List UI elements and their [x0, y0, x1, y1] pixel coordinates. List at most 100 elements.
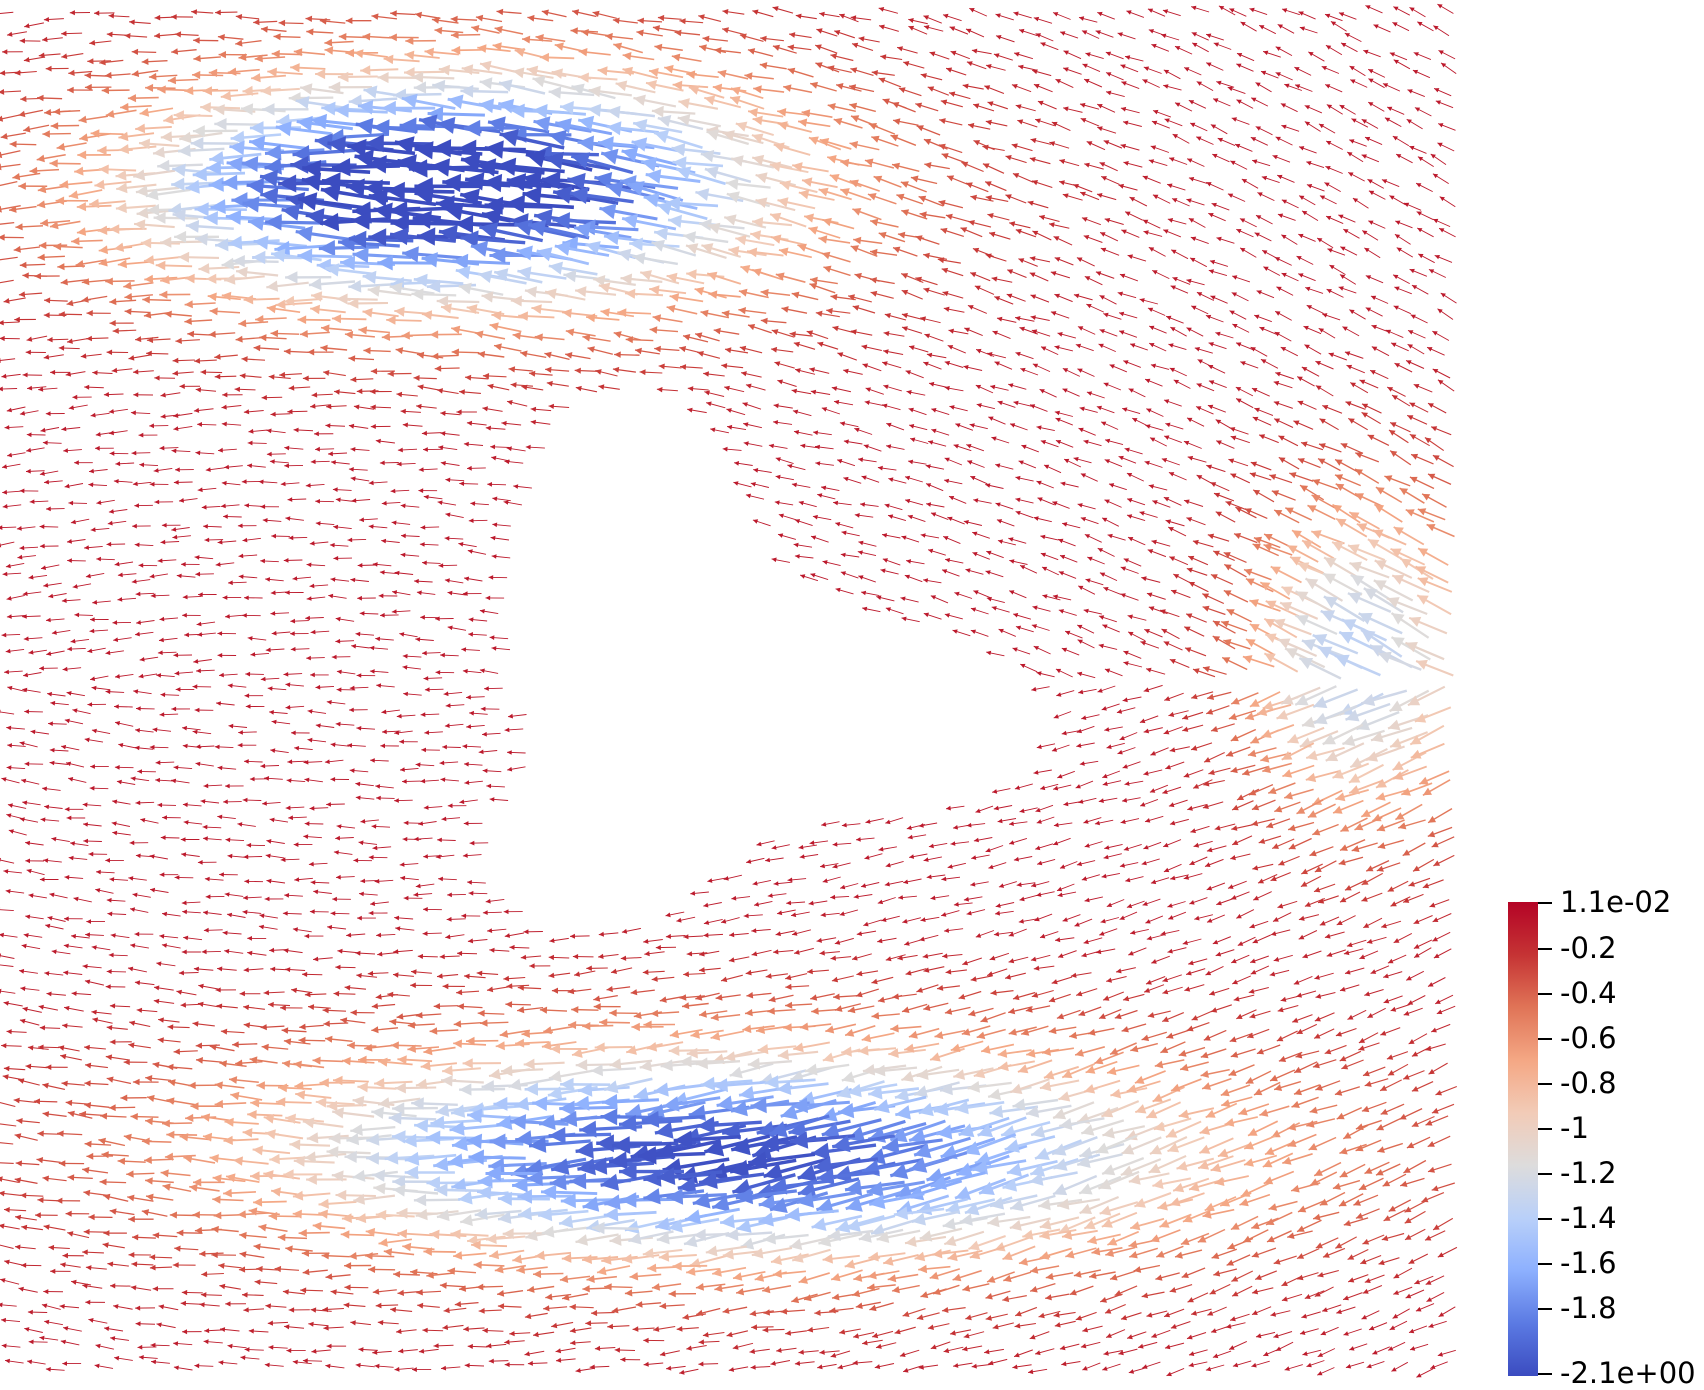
arrow-glyph-head	[22, 614, 27, 619]
arrow-glyph-head	[750, 230, 762, 241]
arrow-glyph-head	[722, 27, 729, 34]
arrow-glyph-head	[348, 94, 363, 108]
arrow-glyph-head	[771, 346, 778, 353]
arrow-glyph-head	[1202, 605, 1210, 612]
arrow-glyph-head	[333, 524, 339, 530]
arrow-glyph-head	[1073, 293, 1080, 299]
arrow-glyph-head	[241, 356, 248, 363]
arrow-glyph-head	[1206, 464, 1212, 470]
arrow-glyph-head	[886, 444, 892, 449]
arrow-glyph-head	[432, 79, 446, 93]
arrow-glyph-head	[789, 32, 796, 38]
arrow-glyph-head	[1413, 52, 1419, 57]
arrow-glyph-head	[470, 241, 489, 257]
arrow-glyph-head	[140, 237, 152, 249]
arrow-glyph-head	[115, 721, 121, 726]
arrow-glyph-head	[1365, 275, 1372, 280]
arrow-glyph-head	[482, 406, 488, 412]
arrow-glyph-head	[915, 276, 922, 283]
arrow-glyph-head	[801, 109, 811, 118]
arrow-glyph-head	[777, 121, 788, 131]
arrow-glyph-head	[849, 84, 857, 91]
arrow-glyph-head	[424, 730, 430, 735]
arrow-glyph-head	[721, 310, 730, 318]
arrow-glyph-head	[75, 260, 84, 268]
arrow-glyph-head	[171, 14, 177, 20]
arrow-glyph-head	[1284, 83, 1290, 89]
arrow-glyph-head	[440, 777, 446, 782]
arrow-glyph-head	[985, 119, 992, 126]
arrow-glyph-head	[45, 65, 52, 72]
arrow-glyph-head	[260, 763, 266, 769]
arrow-glyph-head	[586, 313, 596, 323]
arrow-glyph-head	[1191, 305, 1197, 311]
arrow-glyph-head	[1394, 234, 1401, 239]
arrow-glyph-head	[185, 273, 195, 284]
arrow-glyph-head	[253, 19, 260, 26]
arrow-glyph-head	[1440, 293, 1446, 298]
arrow-glyph-head	[739, 33, 747, 40]
arrow-glyph-head	[351, 498, 357, 503]
arrow-glyph-head	[63, 448, 68, 453]
arrow-glyph-head	[494, 343, 502, 351]
arrow-glyph-head	[658, 363, 665, 370]
arrow-glyph-head	[713, 327, 721, 335]
arrow-glyph-head	[23, 672, 29, 678]
arrow-glyph-head	[524, 286, 537, 298]
arrow-glyph-head	[508, 366, 516, 373]
arrow-glyph-head	[405, 36, 414, 45]
arrow-glyph-head	[332, 487, 338, 492]
arrow-glyph-head	[943, 13, 949, 19]
arrow-glyph-head	[1416, 211, 1422, 216]
arrow-glyph-head	[485, 595, 491, 601]
arrow-glyph-head	[202, 86, 212, 96]
arrow-glyph-head	[255, 315, 264, 324]
arrow-glyph-head	[1036, 425, 1042, 430]
arrow-glyph-head	[153, 146, 165, 158]
arrow-glyph-head	[1030, 138, 1037, 144]
arrow-glyph-head	[1186, 198, 1192, 203]
arrow-glyph-shaft	[0, 711, 15, 715]
arrow-glyph-head	[221, 421, 227, 427]
arrow-glyph-head	[1018, 64, 1024, 70]
arrow-glyph-head	[1059, 159, 1066, 165]
arrow-glyph-head	[70, 519, 76, 525]
arrow-glyph-head	[134, 503, 139, 508]
arrow-glyph-head	[1191, 5, 1197, 11]
arrow-glyph-head	[516, 245, 533, 261]
arrow-glyph-head	[892, 102, 900, 109]
arrow-glyph-head	[606, 181, 624, 198]
arrow-glyph-head	[454, 214, 474, 234]
arrow-glyph-head	[423, 494, 429, 500]
arrow-glyph-head	[1191, 32, 1197, 37]
arrow-glyph-head	[1191, 693, 1198, 700]
arrow-glyph-head	[260, 504, 266, 509]
arrow-glyph-head	[242, 85, 253, 96]
arrow-glyph-head	[1148, 159, 1155, 164]
arrow-glyph-head	[1162, 9, 1169, 14]
arrow-glyph-head	[810, 389, 817, 395]
arrow-glyph-head	[1363, 49, 1369, 55]
arrow-glyph-head	[456, 409, 462, 415]
arrow-glyph-head	[249, 121, 264, 135]
arrow-glyph-head	[1083, 439, 1089, 445]
arrow-glyph-head	[1104, 218, 1111, 223]
arrow-glyph-head	[466, 724, 472, 729]
arrow-glyph-head	[1079, 406, 1085, 412]
arrow-glyph-head	[362, 270, 377, 284]
arrow-glyph-head	[412, 210, 432, 229]
arrow-glyph-head	[506, 194, 525, 214]
arrow-glyph-head	[0, 133, 8, 140]
arrow-glyph-head	[1142, 79, 1148, 84]
arrow-glyph-head	[802, 177, 813, 187]
arrow-glyph-head	[193, 37, 200, 44]
arrow-glyph-head	[214, 744, 220, 750]
arrow-glyph-head	[6, 596, 12, 601]
arrow-glyph-head	[777, 197, 789, 208]
arrow-glyph-head	[285, 682, 291, 688]
arrow-glyph-head	[901, 535, 907, 540]
arrow-glyph-head	[1120, 106, 1127, 112]
arrow-glyph-head	[987, 213, 994, 219]
arrow-glyph-head	[1095, 30, 1101, 35]
